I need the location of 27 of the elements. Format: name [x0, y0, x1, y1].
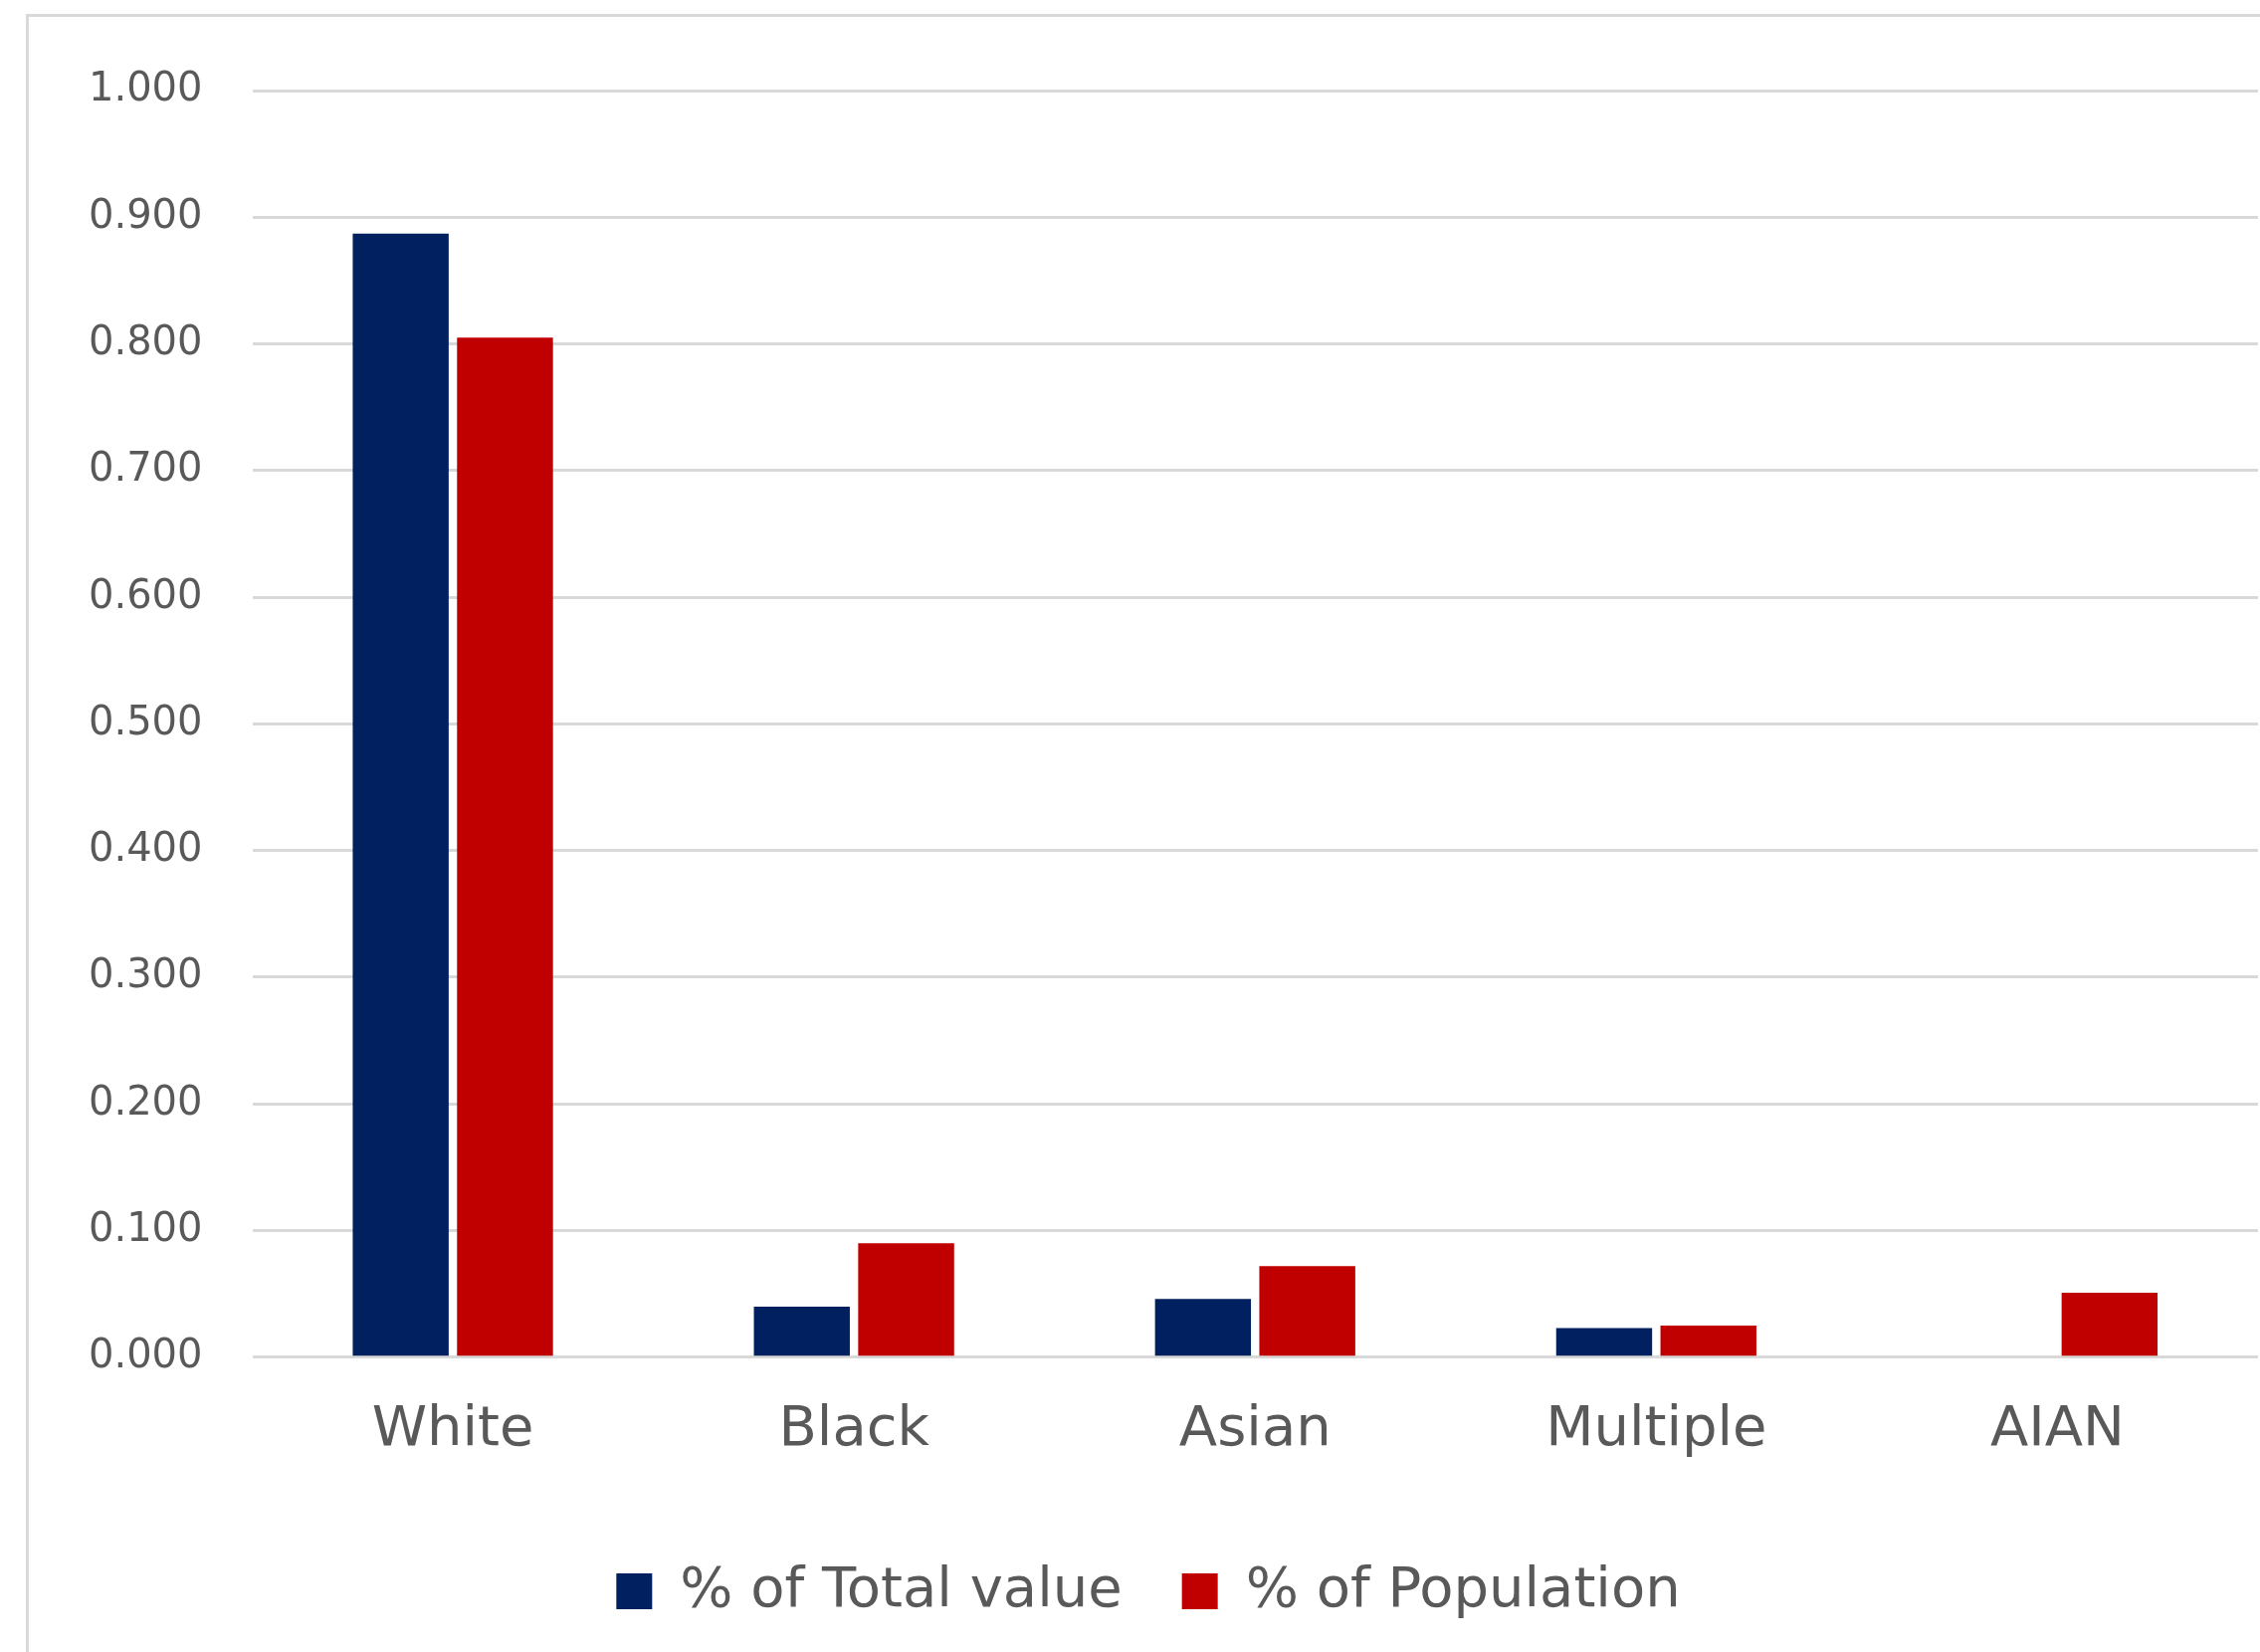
bar	[1154, 1299, 1252, 1356]
legend-label: % of Population	[1245, 1553, 1681, 1619]
y-tick-label: 0.100	[89, 1203, 203, 1250]
y-tick-label: 0.300	[89, 950, 203, 997]
x-tick-label: AIAN	[1989, 1392, 2125, 1458]
y-tick-label: 0.500	[89, 697, 203, 743]
x-tick-label: Black	[778, 1392, 930, 1458]
y-tick-label: 0.800	[89, 316, 203, 363]
x-tick-label: Multiple	[1545, 1392, 1767, 1458]
bar	[858, 1243, 954, 1356]
y-tick-label: 0.700	[89, 444, 203, 491]
y-tick-label: 0.400	[89, 824, 203, 871]
bar	[1259, 1266, 1355, 1356]
bar	[1660, 1325, 1756, 1356]
y-tick-label: 1.000	[89, 64, 203, 110]
y-tick-label: 0.200	[89, 1077, 203, 1124]
bar	[753, 1306, 850, 1356]
bar	[352, 233, 449, 1356]
x-tick-label: White	[371, 1392, 534, 1458]
bar	[457, 337, 553, 1356]
y-tick-label: 0.600	[89, 570, 203, 617]
x-tick-label: Asian	[1178, 1392, 1332, 1458]
legend-label: % of Total value	[680, 1553, 1123, 1619]
y-tick-label: 0.000	[89, 1331, 203, 1377]
y-tick-label: 0.900	[89, 190, 203, 237]
bar	[1555, 1328, 1653, 1356]
bar	[2061, 1292, 2158, 1356]
